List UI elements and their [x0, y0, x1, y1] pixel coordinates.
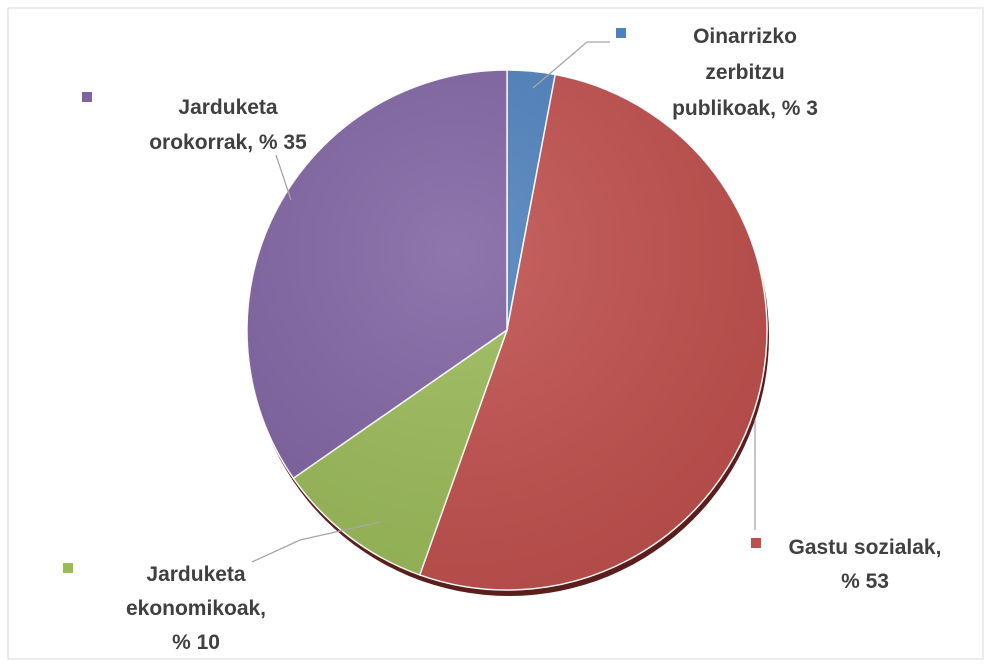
- slices: [246, 69, 768, 591]
- labels: Oinarrizko zerbitzu publikoak, % 3 Gastu so…: [63, 25, 941, 654]
- legend-marker: [63, 563, 73, 573]
- label-line: Gastu sozialak,: [789, 536, 942, 559]
- label-line: publikoak, % 3: [672, 97, 818, 120]
- label-line: Jarduketa: [178, 96, 278, 119]
- legend-marker: [82, 92, 92, 102]
- label-line: Oinarrizko: [693, 25, 797, 48]
- label-line: Jarduketa: [146, 563, 246, 586]
- leader-line: [251, 521, 381, 563]
- label-line: zerbitzu: [705, 61, 784, 84]
- data-label: Oinarrizko zerbitzu publikoak, % 3: [672, 25, 818, 120]
- label-line: % 10: [172, 631, 220, 654]
- label-line: orokorrak, % 35: [149, 131, 307, 154]
- label-line: % 53: [841, 570, 889, 593]
- label-line: ekonomikoak,: [126, 597, 266, 620]
- data-label: Jarduketa ekonomikoak, % 10: [126, 563, 266, 654]
- leader-line: [532, 41, 610, 89]
- data-label: Jarduketa orokorrak, % 35: [149, 96, 307, 154]
- legend-marker: [751, 538, 761, 548]
- legend-marker: [616, 28, 626, 38]
- leader-line: [275, 154, 292, 201]
- data-label: Gastu sozialak, % 53: [789, 536, 942, 593]
